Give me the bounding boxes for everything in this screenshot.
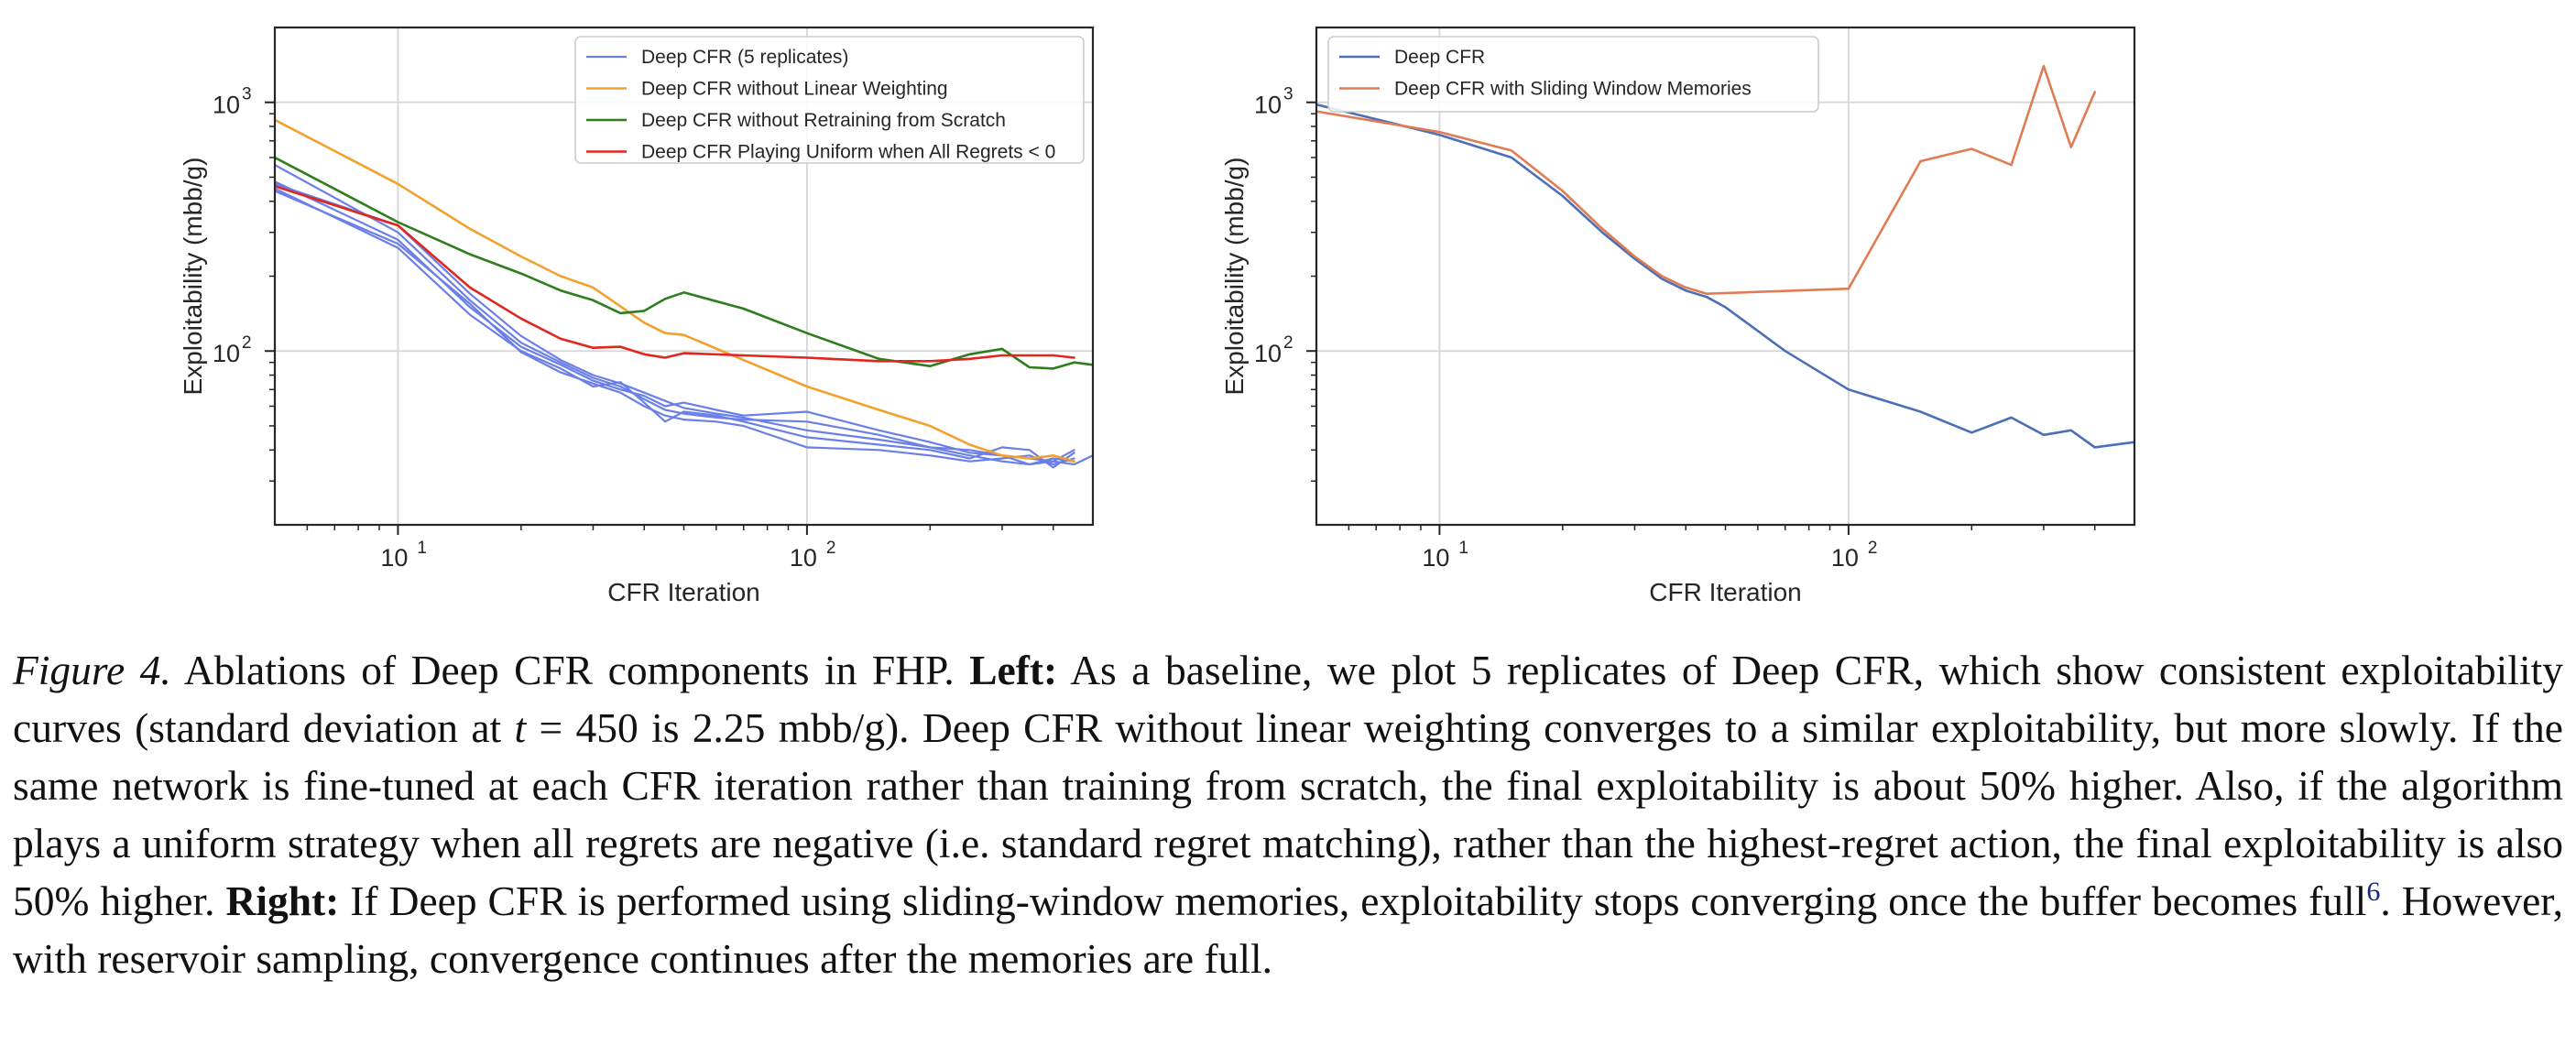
caption-left-label: Left: <box>969 647 1058 693</box>
caption-right-text: If Deep CFR is performed using sliding-w… <box>339 877 2367 924</box>
left-series-line-3 <box>275 182 1075 466</box>
left-series-group <box>275 118 1093 469</box>
figure-caption: Figure 4. Ablations of Deep CFR componen… <box>13 641 2563 987</box>
left-series-line-6 <box>275 156 1093 370</box>
left-y-axis-label: Exploitability (mbb/g) <box>179 158 207 396</box>
caption-intro: Ablations of Deep CFR components in FHP. <box>170 647 970 693</box>
caption-right-text-end: . However, with reservoir sampling, conv… <box>13 877 2564 982</box>
left-y-tick-exponent: 3 <box>242 85 252 104</box>
right-legend-label: Deep CFR with Sliding Window Memories <box>1394 79 1752 100</box>
right-x-axis-label: CFR Iteration <box>1649 578 1802 606</box>
left-series-line-5 <box>275 118 1075 463</box>
right-plot-frame <box>1315 26 2136 527</box>
caption-math-eq: = 450 <box>526 704 639 751</box>
left-legend-box <box>574 36 1085 164</box>
left-series-line-1 <box>275 187 1075 469</box>
caption-left-text: As a baseline, we plot 5 replicates of D… <box>13 647 2563 751</box>
left-series-line-7 <box>275 185 1075 363</box>
right-y-tick-exponent: 3 <box>1283 85 1293 104</box>
footnote-marker[interactable]: 6 <box>2366 876 2381 907</box>
caption-math-t: t <box>514 704 527 751</box>
left-x-tick-label: 10 <box>790 544 817 572</box>
left-y-tick-label: 10 <box>213 340 240 367</box>
right-legend-label: Deep CFR <box>1394 47 1485 68</box>
right-y-axis-label: Exploitability (mbb/g) <box>1220 158 1249 396</box>
left-y-tick-label: 10 <box>213 92 240 119</box>
left-y-tick-exponent: 2 <box>242 333 252 353</box>
left-x-axis-label: CFR Iteration <box>607 578 760 606</box>
caption-right-label: Right: <box>225 877 340 924</box>
left-legend-label: Deep CFR (5 replicates) <box>641 47 848 68</box>
caption-figure-label: Figure 4. <box>13 647 171 693</box>
right-series-line-1 <box>1316 64 2096 296</box>
right-x-tick-label: 10 <box>1422 544 1449 572</box>
left-legend-label: Deep CFR without Retraining from Scratch <box>641 110 1006 131</box>
left-series-line-0 <box>275 164 1093 466</box>
left-x-tick-exponent: 2 <box>826 539 836 558</box>
left-legend-label: Deep CFR Playing Uniform when All Regret… <box>641 142 1055 163</box>
left-series-line-4 <box>275 190 1075 466</box>
left-plot-frame <box>273 26 1095 527</box>
left-x-tick-exponent: 1 <box>417 539 427 558</box>
right-y-tick-label: 10 <box>1254 340 1282 367</box>
left-x-tick-label: 10 <box>380 544 408 572</box>
right-x-tick-exponent: 1 <box>1458 539 1468 558</box>
caption-left-text-continued: is 2.25 mbb/g). Deep CFR without linear … <box>13 704 2563 924</box>
right-x-tick-exponent: 2 <box>1868 539 1878 558</box>
right-y-tick-label: 10 <box>1254 92 1282 119</box>
left-legend-label: Deep CFR without Linear Weighting <box>641 79 948 100</box>
right-series-group <box>1316 64 2134 449</box>
right-series-line-0 <box>1316 103 2134 449</box>
right-x-tick-label: 10 <box>1831 544 1859 572</box>
right-legend-box <box>1327 36 1819 113</box>
right-y-tick-exponent: 2 <box>1283 333 1293 353</box>
